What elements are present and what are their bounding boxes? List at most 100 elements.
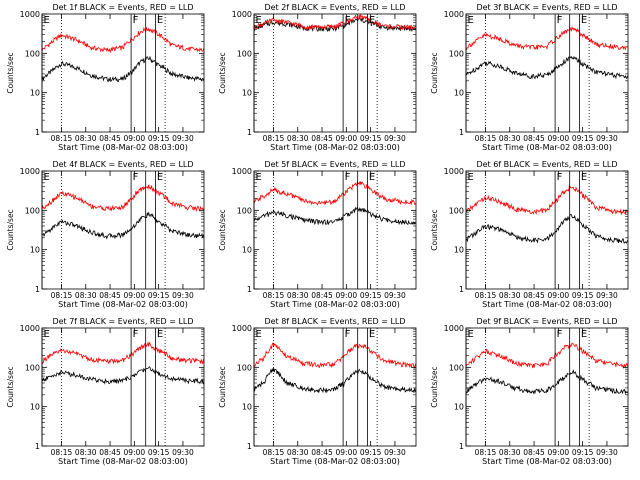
x-axis-label: Start Time (08-Mar-02 08:03:00) — [270, 143, 400, 152]
x-tick-label: 09:15 — [360, 291, 382, 300]
y-tick-label: 10 — [454, 246, 464, 255]
y-tick-label: 10 — [242, 246, 252, 255]
events-series-line — [465, 213, 629, 244]
time-marker-label: E — [256, 329, 262, 340]
x-tick-label: 09:30 — [384, 134, 406, 143]
x-tick-label: 08:15 — [475, 448, 497, 457]
x-tick-label: 08:30 — [75, 448, 97, 457]
x-axis-label: Start Time (08-Mar-02 08:03:00) — [482, 300, 612, 309]
x-tick-label: 09:15 — [148, 448, 170, 457]
time-marker-label: E — [157, 329, 163, 340]
events-series-line — [41, 55, 205, 83]
panel-title: Det 2f BLACK = Events, RED = LLD — [264, 3, 405, 12]
y-axis-label: Counts/sec — [218, 366, 227, 407]
time-marker-label: E — [157, 172, 163, 183]
y-tick-label: 1000 — [20, 10, 40, 19]
time-marker-label: E — [256, 15, 262, 26]
x-tick-label: 08:30 — [499, 448, 521, 457]
x-tick-label: 09:30 — [596, 134, 618, 143]
time-marker-label: E — [581, 172, 587, 183]
y-axis-label: Counts/sec — [218, 209, 227, 250]
time-marker-label: F — [557, 172, 563, 183]
time-marker-label: F — [133, 329, 139, 340]
events-series-line — [41, 366, 204, 385]
x-tick-label: 08:45 — [99, 134, 121, 143]
x-tick-label: 09:30 — [596, 291, 618, 300]
y-tick-label: 100 — [449, 49, 464, 58]
y-tick-label: 100 — [237, 206, 252, 215]
y-tick-label: 1000 — [444, 324, 464, 333]
x-tick-label: 09:15 — [148, 134, 170, 143]
y-tick-label: 10 — [30, 89, 40, 98]
y-tick-label: 1000 — [444, 10, 464, 19]
y-axis-label: Counts/sec — [430, 366, 439, 407]
y-tick-label: 100 — [237, 49, 252, 58]
panel-title: Det 5f BLACK = Events, RED = LLD — [264, 160, 405, 169]
x-tick-label: 08:15 — [263, 291, 285, 300]
y-axis-label: Counts/sec — [430, 209, 439, 250]
x-tick-label: 08:30 — [287, 134, 309, 143]
x-tick-label: 08:30 — [287, 448, 309, 457]
panel-title: Det 3f BLACK = Events, RED = LLD — [476, 3, 617, 12]
y-tick-label: 1000 — [20, 324, 40, 333]
x-tick-label: 09:00 — [336, 134, 358, 143]
y-axis-label: Counts/sec — [6, 209, 15, 250]
time-marker-label: E — [468, 329, 474, 340]
panel-title: Det 6f BLACK = Events, RED = LLD — [476, 160, 617, 169]
x-axis-label: Start Time (08-Mar-02 08:03:00) — [270, 457, 400, 466]
plot-frame — [465, 13, 629, 133]
panel-title: Det 7f BLACK = Events, RED = LLD — [52, 317, 193, 326]
x-tick-label: 08:45 — [523, 134, 545, 143]
x-tick-label: 08:30 — [287, 291, 309, 300]
time-marker-label: E — [256, 172, 262, 183]
y-tick-label: 1 — [35, 285, 40, 294]
time-marker-label: F — [345, 172, 351, 183]
y-tick-label: 10 — [454, 403, 464, 412]
y-tick-label: 100 — [449, 363, 464, 372]
x-tick-label: 09:00 — [336, 448, 358, 457]
x-tick-label: 09:00 — [548, 448, 570, 457]
x-tick-label: 08:45 — [523, 448, 545, 457]
x-tick-label: 08:15 — [475, 134, 497, 143]
time-marker-label: E — [369, 329, 375, 340]
x-axis-label: Start Time (08-Mar-02 08:03:00) — [482, 457, 612, 466]
plot-frame — [465, 170, 629, 290]
x-tick-label: 09:30 — [172, 134, 194, 143]
y-tick-label: 1000 — [232, 10, 252, 19]
events-series-line — [465, 369, 629, 395]
x-axis-label: Start Time (08-Mar-02 08:03:00) — [270, 300, 400, 309]
x-tick-label: 08:15 — [263, 448, 285, 457]
x-tick-label: 09:30 — [172, 448, 194, 457]
y-tick-label: 100 — [25, 363, 40, 372]
x-tick-label: 08:15 — [475, 291, 497, 300]
y-tick-label: 10 — [454, 89, 464, 98]
plot-frame — [253, 327, 417, 447]
y-tick-label: 1000 — [232, 324, 252, 333]
y-tick-label: 1 — [459, 285, 464, 294]
x-tick-label: 08:45 — [99, 291, 121, 300]
y-tick-label: 1 — [247, 285, 252, 294]
plot-frame — [41, 327, 205, 447]
time-marker-label: F — [557, 15, 563, 26]
y-tick-label: 1 — [35, 442, 40, 451]
plot-frame — [41, 170, 205, 290]
x-axis-label: Start Time (08-Mar-02 08:03:00) — [58, 457, 188, 466]
x-tick-label: 09:30 — [172, 291, 194, 300]
x-tick-label: 09:15 — [572, 291, 594, 300]
x-tick-label: 09:15 — [360, 448, 382, 457]
y-tick-label: 1 — [459, 128, 464, 137]
x-tick-label: 09:15 — [360, 134, 382, 143]
lld-series-line — [253, 181, 417, 206]
lld-series-line — [465, 342, 629, 369]
panel-title: Det 8f BLACK = Events, RED = LLD — [264, 317, 405, 326]
y-axis-label: Counts/sec — [6, 52, 15, 93]
x-tick-label: 09:15 — [148, 291, 170, 300]
